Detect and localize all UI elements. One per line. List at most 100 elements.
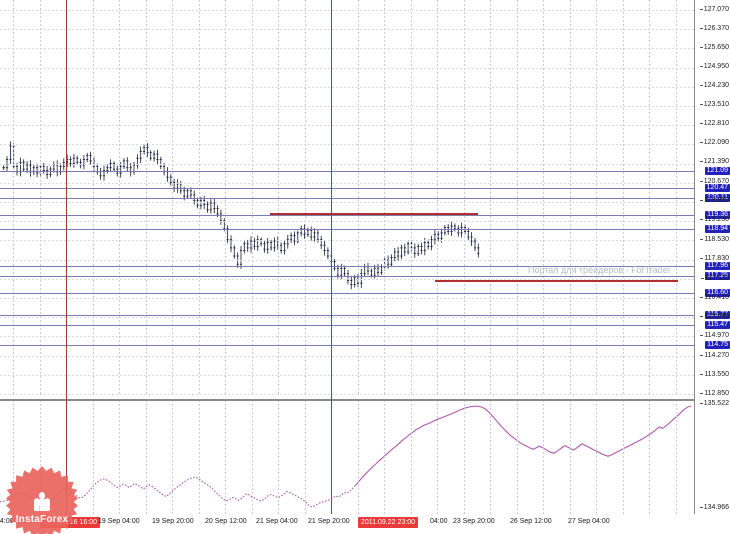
time-marker-2: [331, 0, 332, 514]
indicator-grid: [0, 400, 694, 514]
price-label: 120.670: [699, 178, 729, 186]
axis-tick: [700, 355, 704, 356]
gridline-horizontal: [0, 240, 694, 241]
gridline-horizontal: [0, 221, 694, 222]
price-level-line: [0, 293, 694, 294]
gridline-vertical: [358, 400, 359, 514]
axis-tick: [700, 258, 704, 259]
axis-tick: [699, 161, 703, 162]
axis-tick: [700, 200, 704, 201]
gridline-vertical: [517, 400, 518, 514]
gridline-horizontal: [0, 68, 694, 69]
price-label: 126.370: [699, 25, 729, 33]
gridline-vertical: [278, 400, 279, 514]
gridline-horizontal: [0, 260, 694, 261]
gridline-vertical: [437, 400, 438, 514]
price-label: 113.550: [700, 371, 729, 379]
price-level-line: [0, 198, 694, 199]
price-level-line: [0, 345, 694, 346]
gridline-horizontal: [0, 125, 694, 126]
gridline-horizontal: [0, 144, 694, 145]
gridline-horizontal: [0, 164, 694, 165]
time-marker-1: [66, 0, 67, 514]
axis-tick: [699, 85, 703, 86]
price-label-highlighted: 119.36: [705, 211, 730, 219]
logo-emblem-icon: [33, 492, 51, 512]
time-label: 23 Sep 20:00: [453, 518, 495, 525]
pane-separator: [0, 399, 694, 401]
gridline-horizontal: [0, 48, 694, 49]
price-label: 135.522: [699, 400, 729, 408]
gridline-horizontal: [0, 356, 694, 357]
price-label: 114.970: [700, 332, 729, 340]
time-label: 21 Sep 04:00: [256, 518, 298, 525]
gridline-vertical: [384, 400, 385, 514]
gridline-vertical: [570, 400, 571, 514]
gridline-vertical: [676, 400, 677, 514]
price-label: 115.690: [700, 313, 729, 321]
price-label: 117.110: [700, 275, 729, 283]
axis-divider: [694, 0, 695, 518]
axis-tick: [700, 316, 704, 317]
price-label: 119.230: [700, 216, 729, 224]
axis-tick: [699, 28, 703, 29]
gridline-horizontal: [0, 336, 694, 337]
time-label: 27 Sep 04:00: [568, 518, 610, 525]
price-label: 134.966: [699, 504, 729, 512]
gridline-vertical: [649, 400, 650, 514]
price-label-highlighted: 120.11: [705, 194, 730, 202]
axis-tick: [700, 239, 704, 240]
price-label: 125.650: [699, 44, 729, 52]
time-label: 04:00: [430, 518, 448, 525]
price-label: 119.950: [700, 197, 729, 205]
watermark-text: Портал для трейдеров - ForTrader: [528, 265, 671, 275]
axis-tick: [699, 104, 703, 105]
time-label: 04:00: [0, 518, 14, 525]
indicator-pane[interactable]: [0, 400, 694, 514]
instaforex-logo: InstaForex: [6, 466, 78, 534]
time-label-highlighted: 2011.09.16 16:00: [40, 517, 100, 528]
axis-tick: [699, 123, 703, 124]
price-label: 124.230: [699, 82, 729, 90]
gridline-horizontal: [0, 10, 694, 11]
gridline-vertical: [411, 400, 412, 514]
gridline-horizontal: [0, 279, 694, 280]
price-label-highlighted: 120.47: [704, 184, 730, 192]
price-level-line: [0, 325, 694, 326]
gridline-horizontal: [0, 375, 694, 376]
price-label-highlighted: 116.60: [705, 289, 730, 297]
axis-tick: [700, 393, 704, 394]
price-level-line: [0, 276, 694, 277]
price-level-line: [0, 215, 694, 216]
gridline-horizontal: [0, 298, 694, 299]
price-label: 124.950: [699, 63, 729, 71]
gridline-vertical: [490, 400, 491, 514]
price-level-line: [0, 315, 694, 316]
gridline-horizontal: [0, 29, 694, 30]
gridline-vertical: [596, 400, 597, 514]
price-label: 123.510: [699, 101, 729, 109]
price-label-highlighted: 117.25: [705, 272, 730, 280]
axis-tick: [699, 181, 703, 182]
price-label: 127.070: [699, 6, 729, 14]
time-label: 21 Sep 20:00: [308, 518, 350, 525]
price-axis[interactable]: 127.070 126.370 125.650 124.950 124.230 123.5…: [694, 0, 730, 518]
price-label: 117.830: [700, 255, 729, 263]
axis-tick: [700, 278, 704, 279]
price-level-line: [0, 171, 694, 172]
gridline-horizontal: [0, 183, 694, 184]
axis-tick: [700, 297, 704, 298]
gridline-vertical: [93, 400, 94, 514]
gridline-vertical: [199, 400, 200, 514]
gridline-vertical: [543, 400, 544, 514]
price-level-line: [0, 229, 694, 230]
price-chart-pane[interactable]: Портал для трейдеров - ForTrader: [0, 0, 694, 396]
time-label: 26 Sep 12:00: [510, 518, 552, 525]
time-label-highlighted: 2011.09.22 23:00: [358, 517, 418, 528]
axis-tick: [699, 403, 703, 404]
gridline-horizontal: [0, 202, 694, 203]
resistance-line: [270, 213, 478, 215]
gridline-horizontal: [0, 317, 694, 318]
